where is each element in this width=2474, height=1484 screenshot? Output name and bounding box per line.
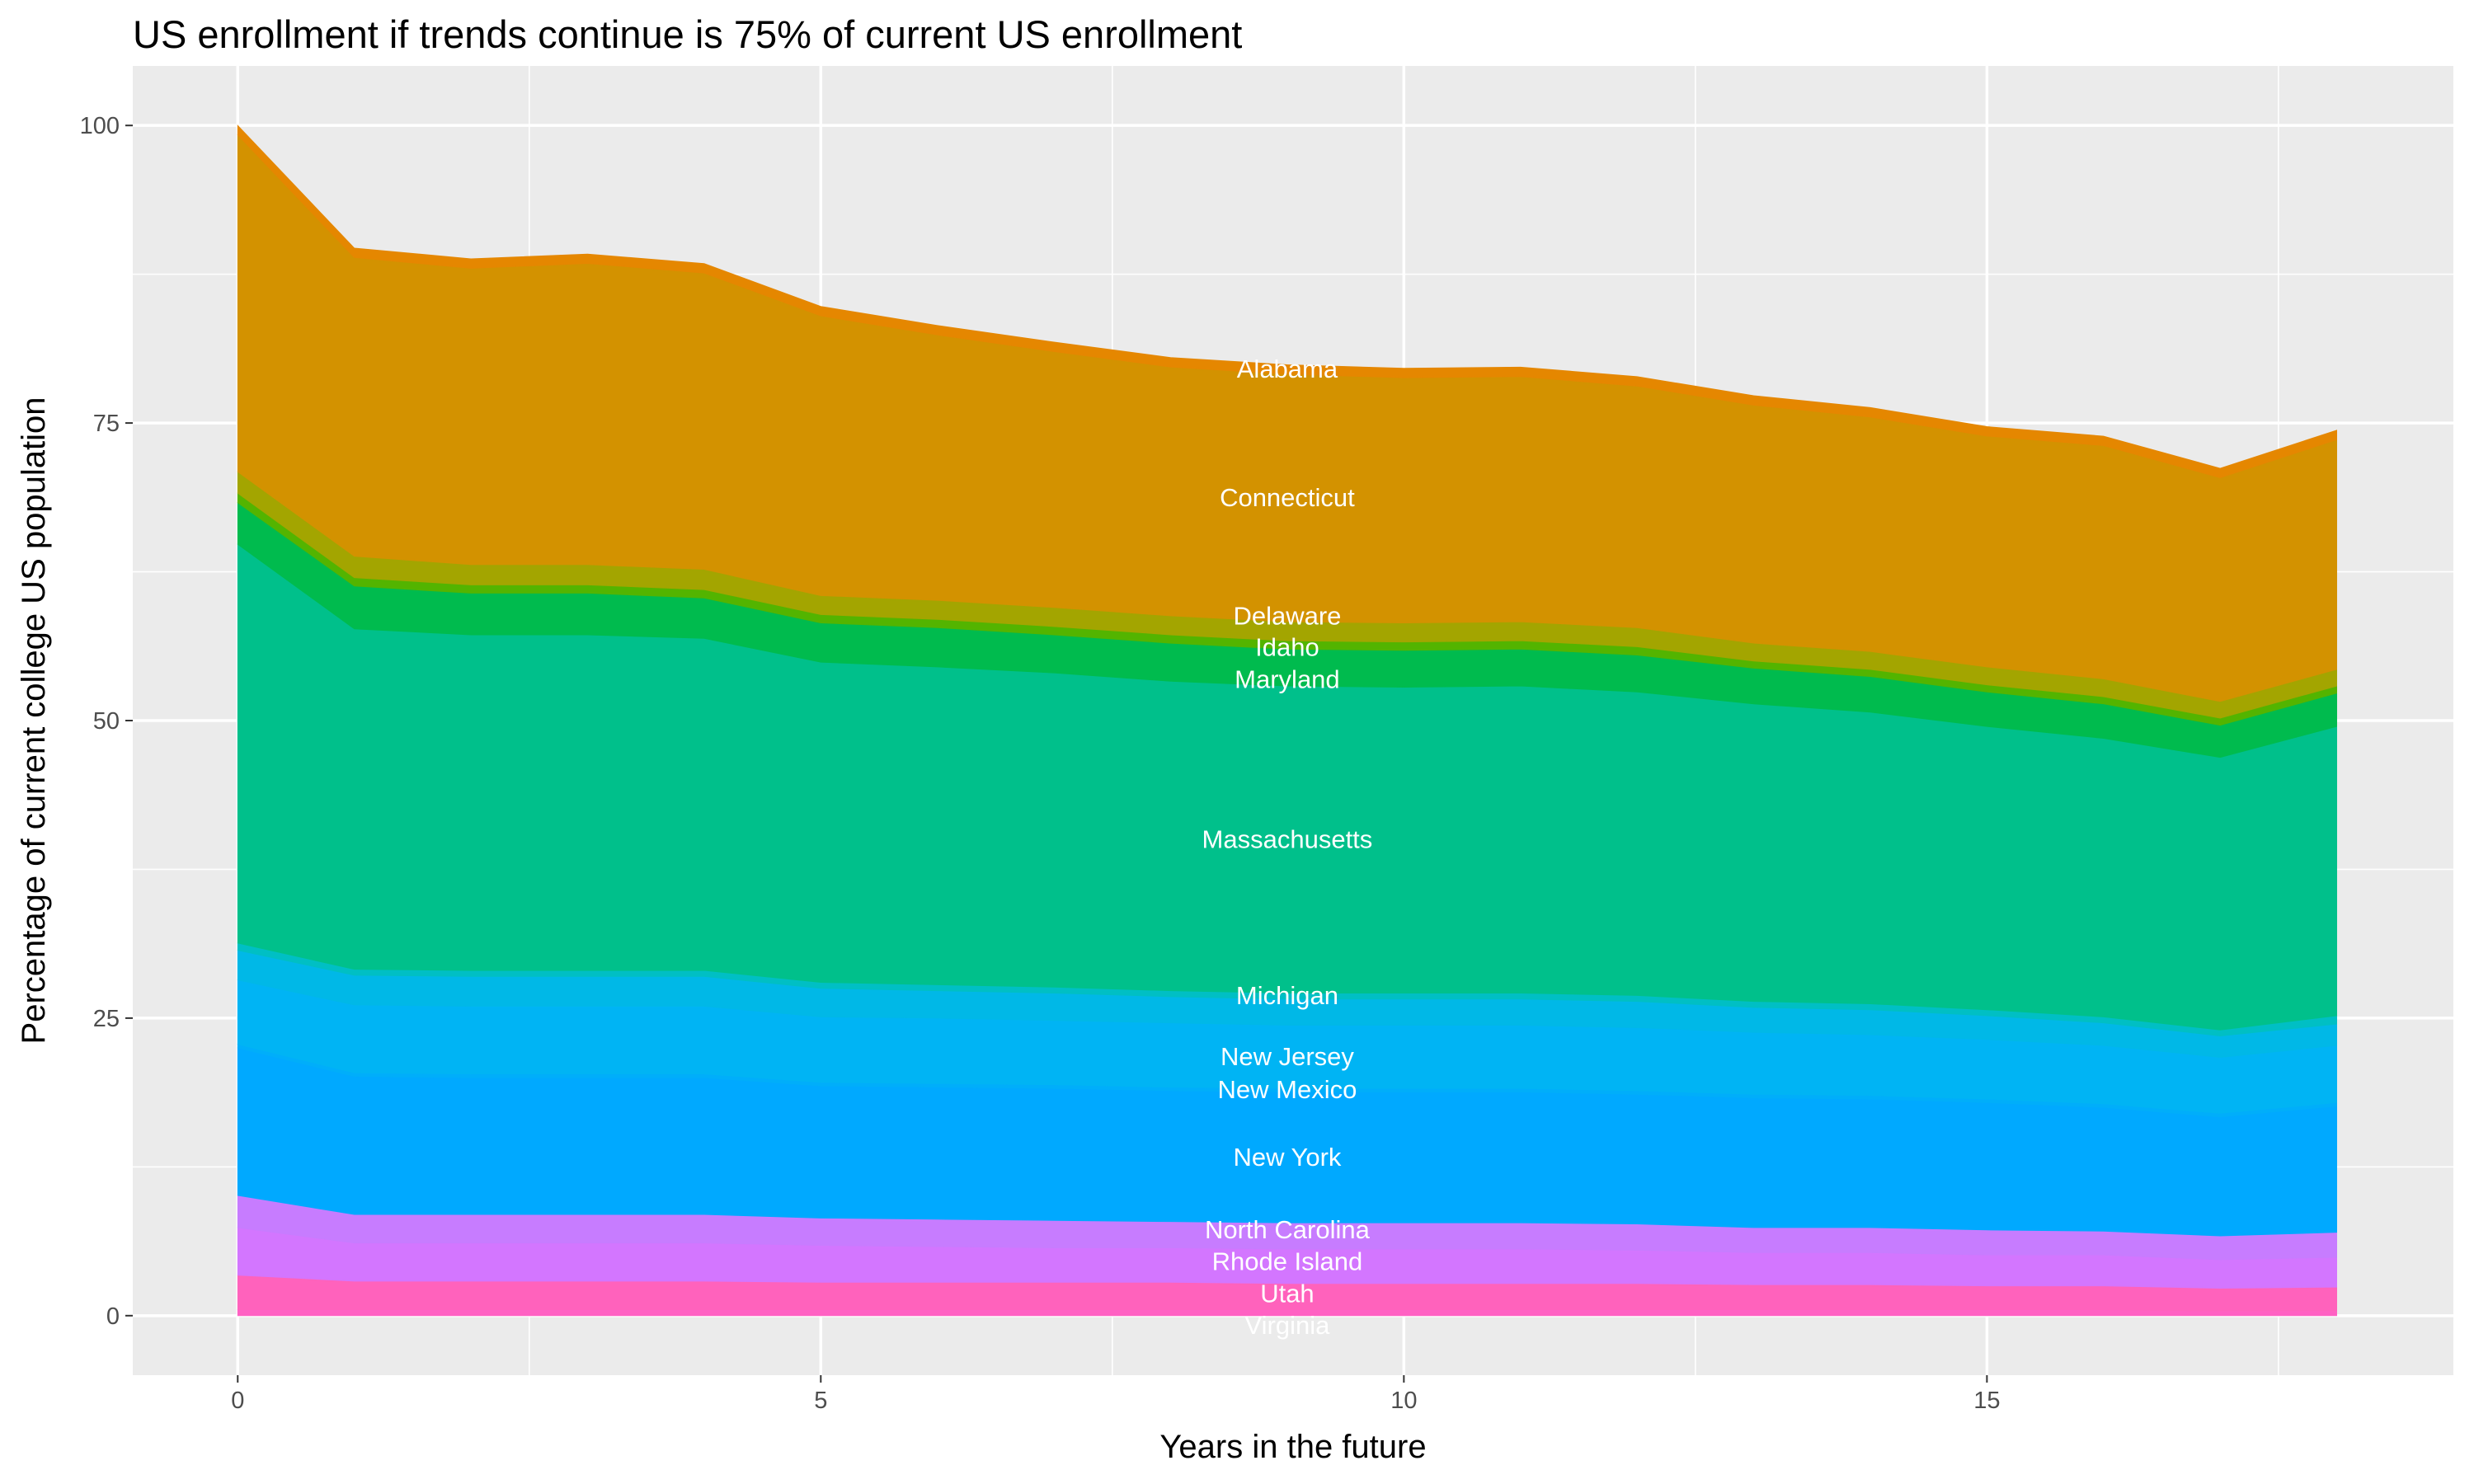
area-label: New Mexico (1218, 1075, 1357, 1104)
area-alabama (237, 124, 2337, 478)
y-axis-title: Percentage of current college US populat… (16, 397, 52, 1045)
area-label: North Carolina (1205, 1215, 1371, 1244)
x-axis-ticks: 0 5 10 15 (231, 1375, 2001, 1414)
y-axis-ticks: 0 25 50 75 100 (80, 113, 133, 1330)
area-label: Virginia (1245, 1311, 1331, 1340)
x-tick-label: 0 (231, 1388, 244, 1414)
area-label: Utah (1260, 1279, 1314, 1308)
y-tick-label: 0 (106, 1303, 120, 1330)
area-label: Alabama (1237, 355, 1338, 383)
y-tick-label: 50 (93, 708, 120, 735)
area-labels: Alabama Connecticut Delaware Idaho Maryland M… (1202, 355, 1373, 1340)
area-label: New York (1233, 1143, 1341, 1172)
area-label: New Jersey (1221, 1042, 1354, 1071)
x-tick-label: 5 (814, 1388, 827, 1414)
area-label: Massachusetts (1202, 824, 1373, 853)
area-label: Connecticut (1220, 483, 1355, 512)
area-label: Michigan (1236, 981, 1338, 1010)
x-tick-label: 10 (1390, 1388, 1417, 1414)
area-label: Idaho (1255, 633, 1319, 662)
y-tick-label: 25 (93, 1006, 120, 1032)
chart-title: US enrollment if trends continue is 75% … (133, 12, 1242, 56)
areas (237, 124, 2337, 1317)
area-label: Rhode Island (1212, 1247, 1363, 1275)
x-axis-title: Years in the future (1159, 1429, 1426, 1465)
x-tick-label: 15 (1973, 1388, 2000, 1414)
y-tick-label: 100 (80, 113, 120, 139)
y-tick-label: 75 (93, 411, 120, 437)
area-label: Delaware (1233, 601, 1341, 630)
area-label: Maryland (1235, 665, 1340, 694)
